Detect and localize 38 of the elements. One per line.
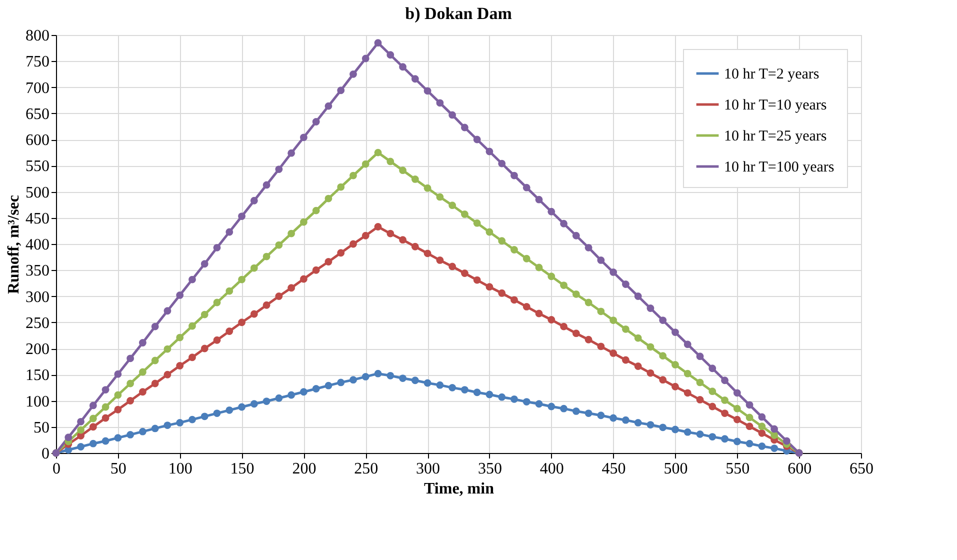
y-tick-label: 750 [26,54,50,71]
x-tick-label: 0 [52,460,60,478]
x-tick-label: 150 [230,460,254,478]
x-tick-label: 600 [788,460,812,478]
y-tick-label: 0 [42,446,50,462]
x-tick-label: 650 [850,460,874,478]
y-tick-label: 450 [26,210,50,228]
y-tick-label: 150 [26,367,50,384]
y-tick-label: 200 [26,341,50,358]
y-tick-label: 350 [26,262,50,280]
x-tick-label: 450 [602,460,626,478]
x-tick-label: 500 [664,460,688,478]
x-tick-label: 550 [726,460,750,478]
legend-label: 10 hr T=100 years [724,160,834,176]
y-tick-label: 400 [26,236,50,254]
chart-title: b) Dokan Dam [405,4,512,23]
y-tick-label: 600 [26,132,50,149]
y-axis-title: Runoff, m³/sec [6,194,22,294]
x-axis-title: Time, min [424,480,494,498]
x-tick-label: 400 [540,460,564,478]
legend-label: 10 hr T=25 years [724,128,827,144]
x-tick-label: 350 [478,460,502,478]
legend-label: 10 hr T=2 years [724,66,820,82]
x-tick-label: 200 [292,460,316,478]
y-tick-label: 100 [26,393,50,410]
legend-label: 10 hr T=10 years [724,98,827,114]
x-tick-label: 50 [110,460,126,478]
y-tick-label: 50 [34,419,50,436]
y-tick-label: 700 [26,80,50,97]
y-tick-label: 550 [26,158,50,176]
y-tick-label: 250 [26,314,50,332]
x-tick-label: 250 [354,460,378,478]
x-tick-label: 300 [416,460,440,478]
x-tick-label: 100 [168,460,192,478]
y-tick-label: 650 [26,106,50,123]
y-tick-label: 500 [26,184,50,202]
y-tick-label: 300 [26,288,50,306]
y-tick-label: 800 [26,28,50,44]
